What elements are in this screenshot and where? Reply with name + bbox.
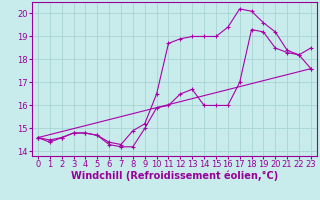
X-axis label: Windchill (Refroidissement éolien,°C): Windchill (Refroidissement éolien,°C) xyxy=(71,171,278,181)
